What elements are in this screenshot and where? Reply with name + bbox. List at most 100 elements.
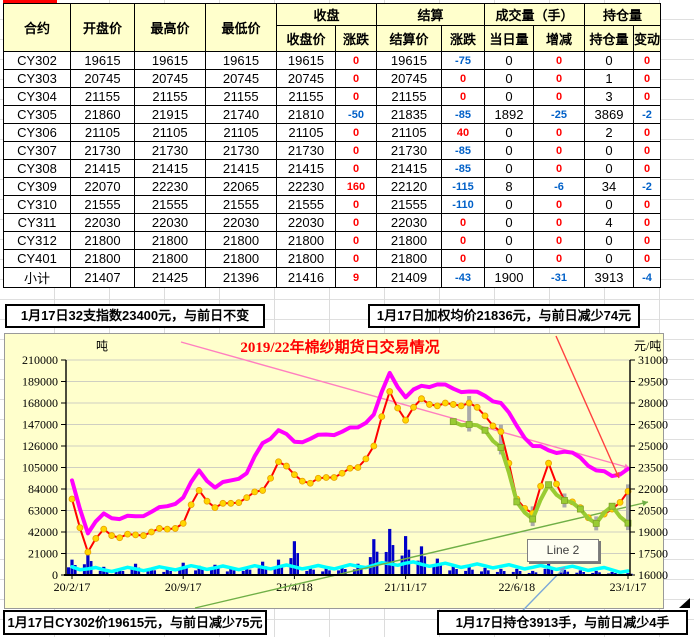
table-cell[interactable]: 0 <box>441 249 485 268</box>
table-cell[interactable]: CY302 <box>3 51 71 70</box>
banner-cy302-note[interactable]: 1月17日CY302价19615元，与前日减少75元 <box>3 610 267 635</box>
table-cell[interactable]: 1 <box>584 69 634 88</box>
table-cell[interactable]: 21396 <box>205 267 277 288</box>
table-cell[interactable]: 3 <box>584 87 634 106</box>
table-cell[interactable]: 21416 <box>276 267 336 288</box>
table-cell[interactable]: 0 <box>335 195 377 214</box>
table-cell[interactable]: 21415 <box>376 159 442 178</box>
table-cell[interactable]: 0 <box>533 123 585 142</box>
col-group-volume[interactable]: 成交量（手） <box>484 3 585 26</box>
table-cell[interactable]: 21555 <box>376 195 442 214</box>
table-cell[interactable]: CY312 <box>3 231 71 250</box>
table-cell[interactable]: 0 <box>584 141 634 160</box>
table-cell[interactable]: 21800 <box>376 231 442 250</box>
table-cell[interactable]: -2 <box>632 105 662 124</box>
table-cell[interactable]: 21155 <box>70 87 135 106</box>
table-cell[interactable]: 21800 <box>205 249 277 268</box>
table-cell[interactable]: 0 <box>484 87 534 106</box>
table-cell[interactable]: 0 <box>632 249 662 268</box>
table-cell[interactable]: 21800 <box>276 231 336 250</box>
table-cell[interactable]: CY304 <box>3 87 71 106</box>
table-cell[interactable]: 小计 <box>3 267 71 288</box>
table-cell[interactable]: 34 <box>584 177 634 196</box>
table-cell[interactable]: 21105 <box>134 123 206 142</box>
table-cell[interactable]: 0 <box>484 231 534 250</box>
table-cell[interactable]: 21105 <box>376 123 442 142</box>
table-cell[interactable]: 21155 <box>134 87 206 106</box>
table-cell[interactable]: 19615 <box>134 51 206 70</box>
table-cell[interactable]: 0 <box>441 69 485 88</box>
table-cell[interactable]: CY308 <box>3 159 71 178</box>
table-cell[interactable]: 0 <box>632 159 662 178</box>
table-cell[interactable]: 0 <box>484 159 534 178</box>
table-cell[interactable]: 1892 <box>484 105 534 124</box>
banner-avgprice-note[interactable]: 1月17日加权均价21836元，与前日减少74元 <box>368 304 640 328</box>
table-cell[interactable]: 22070 <box>70 177 135 196</box>
col-header-oi-change[interactable]: 变动 <box>632 25 662 52</box>
table-cell[interactable]: 21740 <box>205 105 277 124</box>
table-cell[interactable]: 20745 <box>376 69 442 88</box>
table-cell[interactable]: CY306 <box>3 123 71 142</box>
table-cell[interactable]: -110 <box>441 195 485 214</box>
chart-area[interactable] <box>4 333 664 609</box>
table-cell[interactable]: 21415 <box>134 159 206 178</box>
resize-corner-icon[interactable] <box>679 598 690 608</box>
table-cell[interactable]: 9 <box>335 267 377 288</box>
table-cell[interactable]: 21730 <box>134 141 206 160</box>
table-cell[interactable]: 21915 <box>134 105 206 124</box>
table-cell[interactable]: CY310 <box>3 195 71 214</box>
table-cell[interactable]: 3913 <box>584 267 634 288</box>
table-cell[interactable]: 0 <box>632 195 662 214</box>
table-cell[interactable]: -85 <box>441 159 485 178</box>
table-cell[interactable]: 0 <box>533 195 585 214</box>
table-cell[interactable]: 0 <box>632 87 662 106</box>
table-cell[interactable]: 0 <box>484 69 534 88</box>
table-cell[interactable]: 21800 <box>70 249 135 268</box>
table-cell[interactable]: 21835 <box>376 105 442 124</box>
table-cell[interactable]: 0 <box>441 231 485 250</box>
table-cell[interactable]: 0 <box>335 249 377 268</box>
table-cell[interactable]: 22230 <box>134 177 206 196</box>
table-cell[interactable]: 0 <box>632 141 662 160</box>
table-cell[interactable]: 21555 <box>134 195 206 214</box>
table-cell[interactable]: 0 <box>533 231 585 250</box>
table-cell[interactable]: 21730 <box>205 141 277 160</box>
table-cell[interactable]: 0 <box>584 231 634 250</box>
table-cell[interactable]: 19615 <box>376 51 442 70</box>
col-header-volume-change[interactable]: 增减 <box>533 25 585 52</box>
table-cell[interactable]: 21800 <box>276 249 336 268</box>
table-cell[interactable]: 4 <box>584 213 634 232</box>
table-cell[interactable]: 0 <box>632 123 662 142</box>
table-cell[interactable]: -75 <box>441 51 485 70</box>
table-cell[interactable]: 21407 <box>70 267 135 288</box>
col-header-high[interactable]: 最高价 <box>134 3 206 52</box>
table-cell[interactable]: 22030 <box>205 213 277 232</box>
table-cell[interactable]: -2 <box>632 177 662 196</box>
table-cell[interactable]: 21555 <box>276 195 336 214</box>
table-cell[interactable]: 0 <box>441 87 485 106</box>
table-cell[interactable]: 21105 <box>70 123 135 142</box>
table-cell[interactable]: CY311 <box>3 213 71 232</box>
table-cell[interactable]: 0 <box>335 159 377 178</box>
table-cell[interactable]: 22030 <box>376 213 442 232</box>
table-cell[interactable]: 0 <box>632 51 662 70</box>
table-cell[interactable]: 0 <box>533 87 585 106</box>
banner-openinterest-note[interactable]: 1月17日持仓3913手，与前日减少4手 <box>437 610 688 635</box>
table-cell[interactable]: 22030 <box>276 213 336 232</box>
table-cell[interactable]: 0 <box>584 159 634 178</box>
table-cell[interactable]: 21415 <box>205 159 277 178</box>
table-cell[interactable]: 19615 <box>205 51 277 70</box>
table-cell[interactable]: -85 <box>441 141 485 160</box>
line2-chart-label[interactable]: Line 2 <box>527 539 599 562</box>
table-cell[interactable]: 20745 <box>276 69 336 88</box>
table-cell[interactable]: -4 <box>632 267 662 288</box>
table-cell[interactable]: 0 <box>484 141 534 160</box>
col-header-close-change[interactable]: 涨跌 <box>335 25 377 52</box>
table-cell[interactable]: 21409 <box>376 267 442 288</box>
table-cell[interactable]: 21155 <box>276 87 336 106</box>
table-cell[interactable]: 20745 <box>70 69 135 88</box>
col-header-settle-change[interactable]: 涨跌 <box>441 25 485 52</box>
table-cell[interactable]: -85 <box>441 105 485 124</box>
table-cell[interactable]: 0 <box>335 51 377 70</box>
table-cell[interactable]: 21415 <box>276 159 336 178</box>
